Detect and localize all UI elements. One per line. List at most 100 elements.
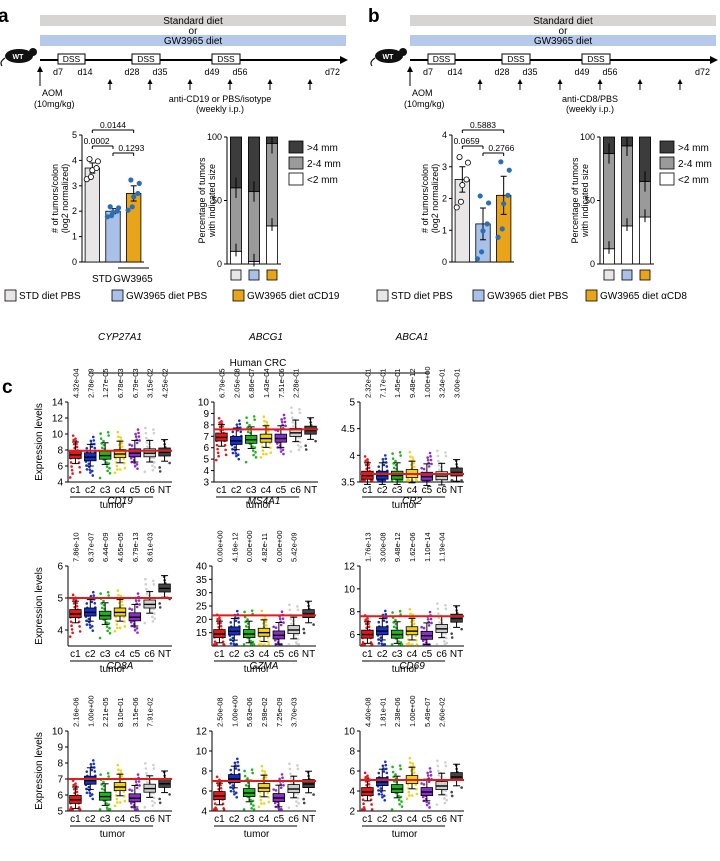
group-label: NT [450,649,463,660]
expression-point [390,808,394,811]
y-tick-label: 9 [203,409,209,420]
pvalue-label: 7.51e-06 [277,368,286,398]
expression-point [298,407,301,411]
expression-point [134,599,138,603]
dss-box [131,53,161,65]
pvalue-label: 6.79e-03 [131,368,140,398]
expression-point [216,784,220,787]
expression-point [85,623,89,626]
expression-point [100,787,104,791]
pvalue-label: 6.44e-09 [101,532,110,562]
expression-point [437,773,441,777]
expression-point [135,441,139,445]
expression-point [151,615,154,619]
expression-point [116,468,119,471]
expression-point [119,436,123,439]
expression-point [168,461,171,465]
expression-point [391,770,395,774]
expression-point [260,764,264,768]
expression-point [107,775,110,778]
expression-point [237,457,241,461]
y-tick-label: 4 [442,130,447,140]
legend-swatch [376,289,389,302]
expression-point [88,791,92,795]
data-point [474,256,480,262]
expression-point [261,769,264,772]
expression-point [218,421,221,424]
expression-point [152,431,156,435]
expression-point [412,619,416,622]
expression-point [450,632,453,635]
expression-point [152,428,155,431]
expression-point [108,807,111,811]
expression-point [377,792,381,796]
group-label: NT [304,485,317,496]
expression-point [391,765,394,769]
y-tick-label: 6 [57,791,63,802]
expression-point [429,458,433,462]
pvalue-label: 3.24e-01 [438,368,447,398]
expression-point [232,790,236,793]
expression-point [235,454,238,458]
expression-point [146,445,149,449]
expression-point [91,797,95,801]
expression-point [302,627,305,631]
expression-point [399,613,402,616]
group-swatch [621,269,633,281]
stack-segment [603,153,615,250]
group-label: c1 [70,814,81,825]
y-tick-label: 10 [52,727,64,738]
expression-point [158,797,161,801]
expression-point [435,803,439,806]
day-label: d14 [447,67,462,77]
group-label: c2 [377,485,388,496]
expression-point [75,790,79,794]
expression-point [123,799,127,803]
group-label: c3 [100,485,111,496]
weekly-arrow-icon [267,79,273,84]
pvalue-label: 1.27e-05 [101,368,110,398]
data-point [93,165,100,172]
expression-point [91,590,95,594]
y-tick-label: 4 [203,466,209,477]
weekly-arrow-icon [307,79,313,84]
pvalue-label: 4.82e-11 [260,533,269,562]
expression-point [144,762,147,765]
expression-point [249,802,253,806]
expression-point [99,773,102,776]
expression-point [90,768,94,772]
expression-point [444,454,448,458]
expression-point [302,797,305,801]
expression-point [407,641,411,645]
group-label: NT [158,649,171,660]
y-tick-label: 4 [349,451,355,462]
pvalue-label: 2.98e-02 [260,697,269,727]
expression-point [105,806,109,809]
legend-label: GW3965 diet PBS [126,291,207,302]
expression-point [383,609,387,613]
pvalue-label: 0.0144 [100,120,126,130]
gene-title: CR2 [402,496,422,507]
expression-point [409,761,412,764]
data-point [453,204,460,211]
expression-point [88,468,92,471]
day-label: d14 [77,67,92,77]
expression-point [224,453,228,457]
y-axis-label-sub: with indicated size [207,164,217,238]
expression-point [231,784,235,787]
expression-point [235,757,239,761]
expression-point [408,756,412,760]
expression-point [410,794,414,797]
gene-title: ABCA1 [395,332,429,343]
expression-point [363,455,367,458]
expression-point [138,784,141,787]
pvalue-label: 7.17e-01 [378,368,387,398]
aom-dose-label: (10mg/kg) [34,99,75,109]
expression-point [252,415,256,418]
expression-point [295,804,299,808]
expression-point [259,456,263,459]
expression-point [108,466,111,470]
expression-point [72,442,76,446]
group-label: c3 [244,814,255,825]
expression-point [229,789,233,793]
